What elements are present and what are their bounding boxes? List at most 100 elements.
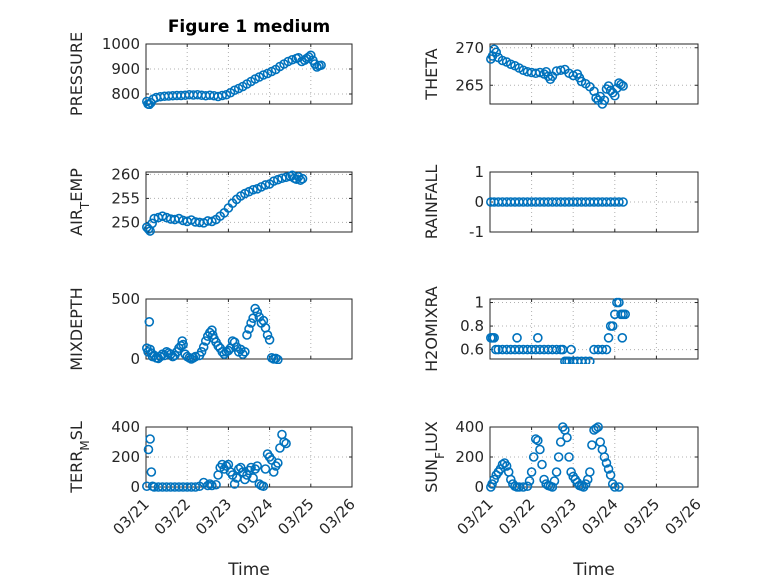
air-temp-data-point [147, 218, 157, 229]
mixdepth-data-point [217, 346, 228, 357]
air-temp-data-point [260, 180, 271, 190]
mixdepth-markers [142, 303, 283, 364]
h2omixra-data-point [489, 333, 499, 343]
sun-flux-data-point [547, 482, 558, 492]
mixdepth-data-point [200, 336, 211, 346]
mixdepth-data-point [229, 337, 240, 348]
theta-ylabel: THETA [422, 48, 441, 100]
rainfall-ytick-label: 1 [474, 163, 484, 181]
pressure-data-point [258, 70, 269, 80]
sun-flux-xlabel: Time [572, 560, 615, 580]
terr-msl-data-point [248, 473, 258, 483]
h2omixra-data-point [620, 309, 631, 320]
h2omixra-ytick-label: 0.8 [460, 317, 484, 335]
sun-flux-data-point [591, 423, 601, 434]
sun-flux-data-point [533, 435, 543, 446]
theta-markers [486, 44, 628, 109]
sun-flux-data-point [518, 482, 529, 492]
sun-flux-data-point [526, 467, 537, 477]
theta-data-point [616, 79, 626, 90]
air-temp-data-point [273, 174, 283, 185]
sun-flux-data-point [489, 474, 499, 485]
terr-msl-data-point [143, 444, 154, 455]
pressure-data-point [316, 60, 326, 71]
sun-flux-xtick-label: 03/22 [495, 495, 538, 538]
terr-msl-subplot: 0 200 400 TERRMSL 03/2103/2203/2303/2403/250… [67, 418, 359, 580]
rainfall-data-point [618, 197, 628, 207]
pressure-title: Figure 1 medium [168, 17, 330, 37]
theta-data-point [518, 65, 529, 76]
air-temp-data-point [149, 213, 160, 224]
rainfall-ylabel: RAINFALL [422, 165, 441, 240]
terr-msl-ytick-label: 200 [111, 448, 140, 466]
h2omixra-data-point [551, 344, 562, 355]
h2omixra-ytick-label: 0.6 [460, 341, 484, 359]
mixdepth-data-point [177, 336, 188, 346]
pressure-ytick-label: 1000 [102, 35, 140, 53]
h2omixra-data-point [566, 344, 576, 355]
sun-flux-data-point [605, 470, 616, 480]
theta-data-point [591, 93, 601, 103]
rainfall-ytick-label: -1 [469, 223, 484, 241]
sun-flux-xtick-label: 03/23 [537, 495, 580, 538]
sun-flux-ytick-label: 200 [455, 448, 484, 466]
mixdepth-data-point [242, 330, 252, 340]
terr-msl-data-point [279, 437, 289, 447]
h2omixra-data-point [585, 356, 595, 364]
sun-flux-xtick-label: 03/21 [454, 495, 497, 538]
sun-flux-data-point [609, 482, 620, 492]
theta-data-point [603, 81, 614, 91]
air-temp-ytick-label: 250 [111, 213, 140, 231]
sun-flux-xtick-label: 03/24 [578, 495, 621, 538]
mixdepth-data-point [252, 307, 263, 318]
rainfall-subplot: -1 0 1 RAINFALL [422, 163, 699, 241]
terr-msl-data-point [190, 482, 201, 492]
sun-flux-xtick-label: 03/25 [620, 495, 663, 538]
sun-flux-data-point [601, 458, 612, 468]
terr-msl-data-point [235, 462, 246, 473]
theta-data-point [497, 55, 508, 66]
air-temp-ylabel: AIRTEMP [67, 168, 92, 236]
terr-msl-data-point [207, 480, 217, 491]
terr-msl-data-point [260, 464, 271, 474]
sun-flux-data-point [566, 467, 576, 477]
h2omixra-markers [486, 297, 631, 364]
sun-flux-data-point [501, 461, 512, 471]
theta-ytick-label: 265 [455, 76, 484, 94]
theta-data-point [599, 95, 610, 106]
terr-msl-data-point [217, 459, 228, 470]
sun-flux-data-point [535, 444, 545, 455]
theta-data-point [491, 47, 502, 58]
h2omixra-ylabel: H2OMIXRA [422, 286, 441, 372]
sun-flux-subplot: 0 200 400 SUNFLUX 03/2103/2203/2303/2403/250… [422, 418, 705, 580]
terr-msl-xtick-label: 03/22 [151, 495, 194, 538]
terr-msl-xtick-label: 03/26 [316, 495, 359, 538]
terr-msl-data-point [229, 479, 240, 489]
terr-msl-data-point [205, 479, 215, 489]
terr-msl-data-point [258, 481, 269, 492]
theta-subplot: 265 270 THETA [422, 39, 699, 109]
air-temp-data-point [295, 175, 306, 185]
mixdepth-data-point [223, 345, 234, 356]
theta-data-point [568, 70, 579, 81]
sun-flux-data-point [587, 440, 597, 450]
mixdepth-data-point [155, 351, 166, 362]
sun-flux-data-point [580, 479, 591, 489]
air-temp-data-point [157, 211, 168, 221]
sun-flux-ytick-label: 0 [474, 478, 484, 496]
mixdepth-ytick-label: 0 [130, 350, 140, 368]
sun-flux-data-point [599, 452, 610, 462]
h2omixra-subplot: 0.6 0.8 1 H2OMIXRA [422, 286, 699, 372]
sun-flux-data-point [528, 452, 539, 462]
theta-data-point [555, 65, 566, 76]
h2omixra-data-point [603, 333, 614, 343]
h2omixra-data-point [607, 321, 618, 331]
sun-flux-data-point [553, 452, 564, 462]
sun-flux-data-point [497, 459, 508, 470]
mixdepth-data-point [207, 325, 217, 336]
rainfall-markers [486, 197, 628, 207]
mixdepth-data-point [165, 349, 176, 360]
sun-flux-data-point [524, 476, 535, 486]
air-temp-data-point [291, 174, 302, 184]
